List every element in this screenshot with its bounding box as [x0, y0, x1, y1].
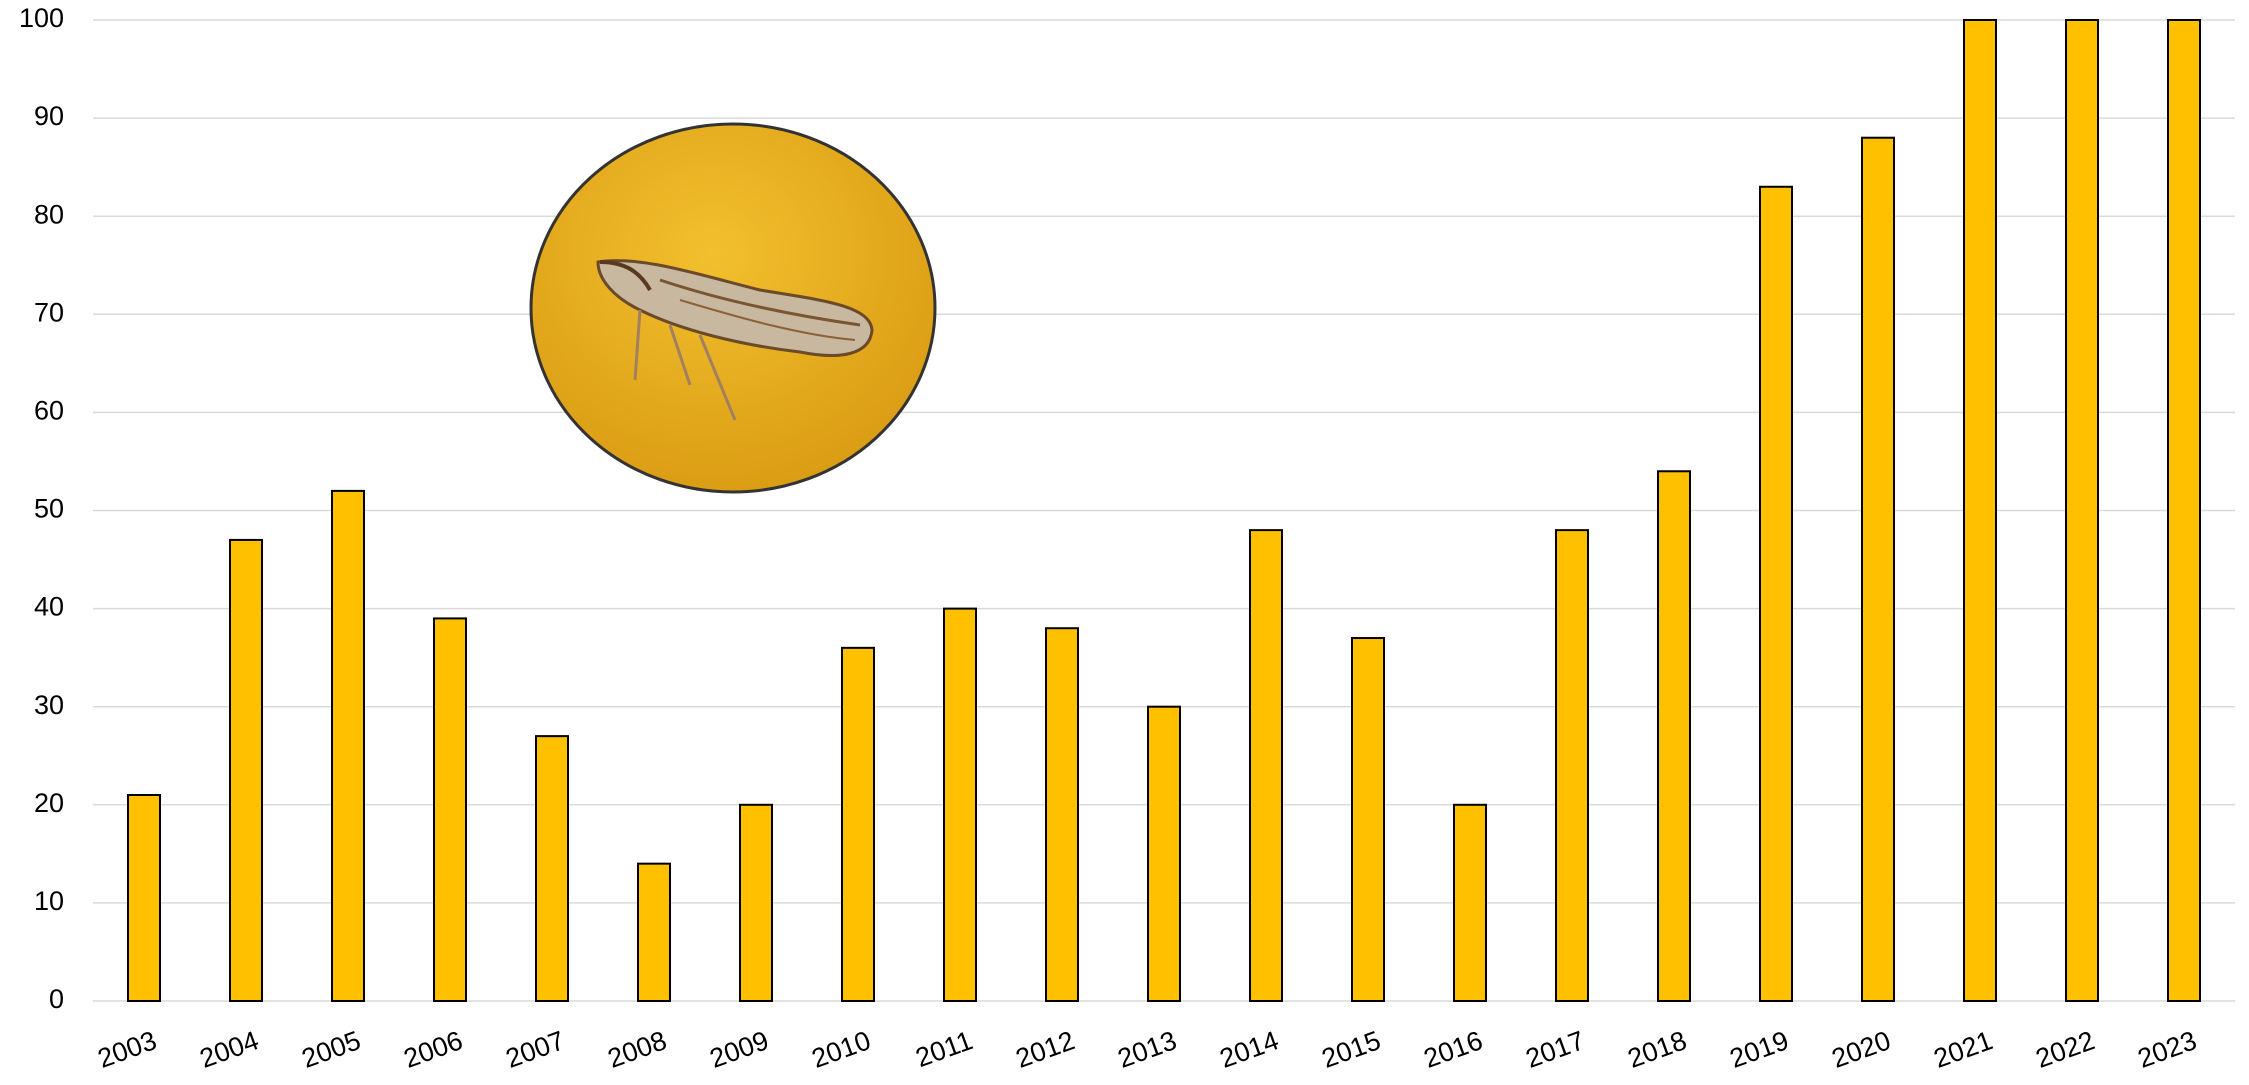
bar — [2167, 19, 2201, 1002]
bar — [535, 735, 569, 1002]
x-tick-label: 2021 — [1930, 1025, 1997, 1074]
x-tick-label: 2013 — [1114, 1025, 1181, 1074]
bar — [433, 617, 467, 1002]
y-tick-label: 80 — [34, 199, 64, 229]
y-tick-label: 70 — [34, 297, 64, 327]
bar — [637, 862, 671, 1002]
bar — [1351, 637, 1385, 1003]
bar — [1453, 803, 1487, 1002]
bar — [229, 538, 263, 1002]
bar — [1249, 529, 1283, 1002]
bar — [739, 803, 773, 1002]
y-tick-label: 50 — [34, 494, 64, 524]
bar — [841, 646, 875, 1003]
y-tick-label: 30 — [34, 690, 64, 720]
y-tick-label: 40 — [34, 592, 64, 622]
bar — [127, 793, 161, 1002]
x-tick-label: 2012 — [1012, 1025, 1079, 1074]
x-tick-label: 2005 — [298, 1025, 365, 1074]
y-tick-label: 60 — [34, 396, 64, 426]
y-tick-label: 10 — [34, 886, 64, 916]
bar — [2065, 19, 2099, 1002]
bar — [1657, 470, 1691, 1002]
x-tick-label: 2004 — [196, 1025, 263, 1074]
bar — [1861, 136, 1895, 1003]
bars — [127, 19, 2201, 1003]
bar — [331, 489, 365, 1002]
bar — [1045, 627, 1079, 1002]
x-tick-label: 2008 — [604, 1025, 671, 1074]
insect-photo — [529, 122, 937, 494]
bar — [1555, 529, 1589, 1002]
bar — [1147, 705, 1181, 1002]
y-tick-label: 100 — [19, 3, 64, 33]
y-tick-label: 0 — [49, 984, 64, 1014]
x-tick-label: 2007 — [502, 1025, 569, 1074]
x-tick-label: 2003 — [94, 1025, 161, 1074]
x-tick-label: 2017 — [1522, 1025, 1589, 1074]
x-tick-label: 2019 — [1726, 1025, 1793, 1074]
x-tick-label: 2015 — [1318, 1025, 1385, 1074]
x-tick-label: 2006 — [400, 1025, 467, 1074]
x-tick-label: 2011 — [912, 1025, 977, 1073]
bar — [1759, 185, 1793, 1002]
x-tick-label: 2014 — [1216, 1025, 1283, 1074]
x-tick-label: 2010 — [808, 1025, 875, 1074]
x-tick-label: 2018 — [1624, 1025, 1691, 1074]
y-tick-label: 90 — [34, 101, 64, 131]
bar — [1963, 19, 1997, 1002]
bar — [943, 607, 977, 1002]
x-tick-label: 2022 — [2032, 1025, 2099, 1074]
x-tick-label: 2020 — [1828, 1025, 1895, 1074]
x-tick-label: 2016 — [1420, 1025, 1487, 1074]
x-tick-label: 2023 — [2134, 1025, 2201, 1074]
y-tick-label: 20 — [34, 788, 64, 818]
x-tick-label: 2009 — [706, 1025, 773, 1074]
